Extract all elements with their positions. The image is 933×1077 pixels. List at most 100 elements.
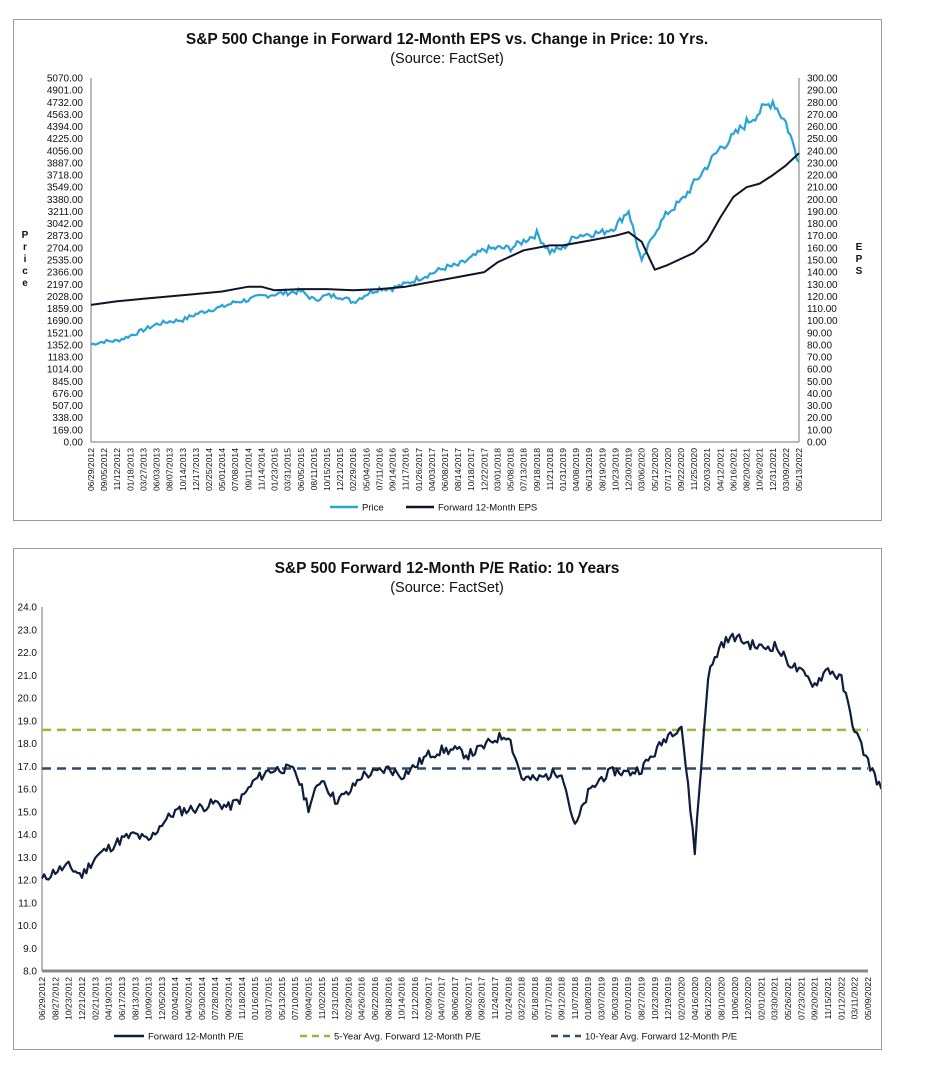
chart1-y2tick-label: 0.00 <box>807 438 827 449</box>
chart1-y2tick-label: 50.00 <box>807 377 832 388</box>
chart2-legend-5yr-label: 5-Year Avg. Forward 12-Month P/E <box>334 1032 481 1043</box>
chart2-xtick-label: 04/26/2016 <box>357 977 367 1020</box>
chart1-y2tick-label: 250.00 <box>807 134 838 145</box>
chart1-y2tick-label: 30.00 <box>807 401 832 412</box>
chart2-xtick-label: 06/06/2017 <box>450 977 460 1020</box>
chart2-xtick-label: 12/31/2015 <box>330 977 340 1020</box>
chart2-xtick-label: 02/04/2014 <box>170 977 180 1020</box>
chart2-xtick-label: 04/16/2020 <box>690 977 700 1020</box>
chart1-xtick-label: 09/05/2012 <box>99 448 109 491</box>
chart1-xtick-label: 03/01/2018 <box>492 448 502 491</box>
chart2-xtick-label: 08/13/2013 <box>130 977 140 1020</box>
chart1-xtick-label: 09/22/2020 <box>676 448 686 491</box>
chart2-xtick-label: 09/23/2014 <box>224 977 234 1020</box>
chart1-ytick-label: 3042.00 <box>47 219 84 230</box>
chart2-xtick-label: 03/17/2015 <box>263 977 273 1020</box>
chart2-legend-pe-label: Forward 12-Month P/E <box>148 1032 244 1043</box>
chart2-xtick-label: 06/12/2020 <box>703 977 713 1020</box>
chart1-xtick-label: 10/23/2019 <box>610 448 620 491</box>
chart1-y2tick-label: 140.00 <box>807 268 838 279</box>
chart1-y2tick-label: 110.00 <box>807 304 837 315</box>
chart1-y2tick-label: 40.00 <box>807 389 832 400</box>
chart1-xtick-label: 04/12/2021 <box>715 448 725 491</box>
chart1-xtick-label: 10/14/2013 <box>178 448 188 491</box>
chart2-xtick-label: 09/20/2021 <box>810 977 820 1020</box>
chart2-xtick-label: 09/28/2017 <box>477 977 487 1020</box>
chart2-xtick-label: 11/18/2014 <box>237 977 247 1020</box>
chart1-y2tick-label: 260.00 <box>807 122 838 133</box>
chart1-xtick-label: 06/03/2013 <box>152 448 162 491</box>
chart1-ytick-label: 4225.00 <box>47 134 84 145</box>
chart1-xtick-label: 08/19/2019 <box>597 448 607 491</box>
chart2-xtick-label: 05/30/2014 <box>197 977 207 1020</box>
chart2-ytick-label: 22.0 <box>18 648 38 659</box>
chart1-y2label-letter: S <box>856 266 863 277</box>
chart1-y2label-letter: E <box>856 242 863 253</box>
chart1-xtick-label: 11/21/2018 <box>545 448 555 491</box>
chart1-ytick-label: 2197.00 <box>47 280 84 291</box>
chart2-xtick-label: 08/18/2016 <box>383 977 393 1020</box>
chart1-subtitle: (Source: FactSet) <box>390 51 504 67</box>
chart2-xtick-label: 07/01/2019 <box>623 977 633 1020</box>
chart1-y2tick-label: 120.00 <box>807 292 838 303</box>
chart2-ytick-label: 19.0 <box>18 716 38 727</box>
chart2-xtick-label: 09/04/2015 <box>303 977 313 1020</box>
chart1-y2tick-label: 170.00 <box>807 231 838 242</box>
chart2-xtick-label: 08/10/2020 <box>716 977 726 1020</box>
chart1-ytick-label: 3718.00 <box>47 171 84 182</box>
chart1-xtick-label: 08/11/2015 <box>309 448 319 491</box>
pe-ratio-chart: S&P 500 Forward 12-Month P/E Ratio: 10 Y… <box>18 560 881 1043</box>
chart1-xtick-label: 10/26/2021 <box>755 448 765 491</box>
chart2-ytick-label: 16.0 <box>18 785 38 796</box>
chart2-xtick-label: 12/02/2020 <box>743 977 753 1020</box>
chart2-xtick-label: 01/12/2022 <box>836 977 846 1020</box>
chart1-xtick-label: 12/17/2013 <box>191 448 201 491</box>
chart1-y2tick-label: 210.00 <box>807 183 838 194</box>
chart1-ytick-label: 2535.00 <box>47 256 84 267</box>
chart1-xtick-label: 10/18/2017 <box>466 448 476 491</box>
chart1-xtick-label: 04/03/2017 <box>427 448 437 491</box>
chart1-xtick-label: 09/11/2014 <box>243 448 253 491</box>
chart1-xtick-label: 11/12/2012 <box>112 448 122 491</box>
chart2-ytick-label: 20.0 <box>18 694 38 705</box>
chart2-subtitle: (Source: FactSet) <box>390 580 504 596</box>
chart1-xtick-label: 01/23/2015 <box>270 448 280 491</box>
chart1-xtick-label: 06/29/2012 <box>86 448 96 491</box>
chart1-xtick-label: 03/06/2020 <box>637 448 647 491</box>
chart1-xtick-label: 09/18/2018 <box>532 448 542 491</box>
chart2-xtick-label: 12/05/2013 <box>157 977 167 1020</box>
chart1-ylabel-letter: P <box>22 230 29 241</box>
chart1-ytick-label: 0.00 <box>64 438 84 449</box>
chart1-ytick-label: 1859.00 <box>47 304 84 315</box>
chart1-y2tick-label: 10.00 <box>807 425 832 436</box>
chart2-xtick-label: 02/09/2017 <box>423 977 433 1020</box>
chart2-xtick-label: 10/23/2019 <box>650 977 660 1020</box>
chart1-y2tick-label: 200.00 <box>807 195 838 206</box>
chart1-y2tick-label: 150.00 <box>807 256 838 267</box>
chart2-xtick-label: 07/10/2015 <box>290 977 300 1020</box>
chart2-xtick-label: 02/21/2013 <box>90 977 100 1020</box>
chart2-ytick-label: 21.0 <box>18 671 38 682</box>
chart1-eps-line <box>90 152 800 306</box>
chart1-y2tick-label: 60.00 <box>807 365 832 376</box>
chart1-ytick-label: 2366.00 <box>47 268 84 279</box>
chart1-ytick-label: 3380.00 <box>47 195 84 206</box>
chart2-xtick-label: 12/19/2019 <box>663 977 673 1020</box>
chart2-xtick-label: 08/27/2019 <box>637 977 647 1020</box>
chart1-xtick-label: 10/15/2015 <box>322 448 332 491</box>
chart1-y2tick-label: 280.00 <box>807 98 838 109</box>
chart1-ytick-label: 4901.00 <box>47 86 84 97</box>
chart1-xtick-label: 07/08/2014 <box>230 448 240 491</box>
chart1-ylabel-letter: i <box>24 254 27 265</box>
chart2-ytick-label: 23.0 <box>18 625 38 636</box>
chart2-xtick-label: 01/16/2015 <box>250 977 260 1020</box>
chart1-xtick-label: 02/29/2016 <box>348 448 358 491</box>
chart1-xtick-label: 06/13/2019 <box>584 448 594 491</box>
chart2-xtick-label: 01/24/2018 <box>503 977 513 1020</box>
chart2-xtick-label: 01/08/2019 <box>583 977 593 1020</box>
chart1-legend-price-label: Price <box>362 503 384 514</box>
chart2-xtick-label: 03/22/2018 <box>517 977 527 1020</box>
chart2-xtick-label: 10/06/2020 <box>730 977 740 1020</box>
chart1-ytick-label: 3211.00 <box>48 207 84 218</box>
chart1-xtick-label: 02/03/2021 <box>702 448 712 491</box>
